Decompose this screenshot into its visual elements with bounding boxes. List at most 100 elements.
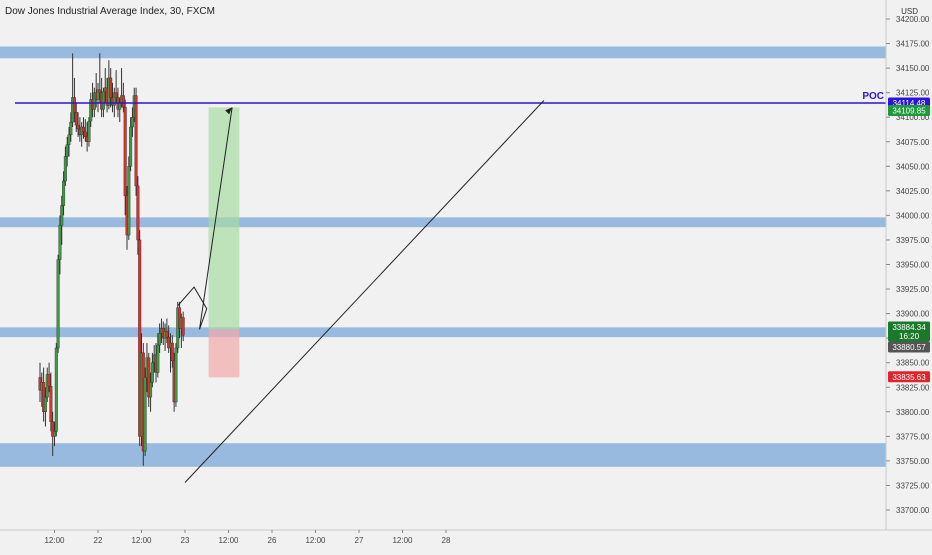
price-tick-label-7: 34025.00	[896, 187, 930, 196]
candle-body-70	[165, 331, 169, 338]
candle-body-20	[74, 112, 78, 126]
price-tick-label-17: 33775.00	[896, 432, 930, 441]
zone-2	[0, 327, 886, 338]
candle-body-28	[89, 99, 93, 122]
price-tick-label-20: 33700.00	[896, 506, 930, 515]
price-tag-1	[888, 105, 930, 117]
price-tick-label-6: 34050.00	[896, 162, 930, 171]
arrow-head-icon	[225, 107, 233, 115]
currency-label: USD	[901, 7, 918, 16]
price-tag-value-0: 34114.48	[893, 99, 926, 108]
candle-body-42	[114, 92, 118, 98]
candle-body-7	[51, 421, 55, 437]
candle-body-12	[60, 205, 64, 226]
candle-body-47	[123, 107, 127, 196]
price-tick-label-19: 33725.00	[896, 481, 930, 490]
zone-0	[0, 46, 886, 59]
price-tick-label-2: 34150.00	[896, 64, 930, 73]
price-tag-value-4: 33835.63	[892, 373, 926, 382]
time-tick-label-9: 28	[442, 536, 451, 545]
price-tick-label-10: 33950.00	[896, 261, 930, 270]
price-tick-label-18: 33750.00	[896, 457, 930, 466]
trendline[interactable]	[184, 100, 545, 483]
candle-body-62	[150, 362, 154, 383]
poc-label: POC	[862, 91, 884, 102]
candle-body-6	[49, 386, 53, 422]
candlestick-series	[38, 53, 185, 466]
time-tick-label-1: 22	[94, 536, 103, 545]
candle-body-33	[98, 89, 102, 93]
candle-body-53	[134, 95, 138, 187]
time-tick-label-7: 27	[355, 536, 364, 545]
candle-body-17	[69, 121, 73, 136]
candle-body-41	[112, 92, 116, 106]
candle-body-9	[54, 347, 58, 432]
price-tag-3	[888, 341, 930, 353]
price-tick-label-1: 34175.00	[896, 40, 930, 49]
candle-body-13	[62, 180, 66, 206]
target-zone[interactable]	[208, 107, 240, 330]
chart-title: Dow Jones Industrial Average Index, 30, …	[5, 6, 215, 17]
time-tick-label-2: 12:00	[131, 536, 152, 545]
candle-body-21	[76, 124, 80, 130]
stop-zone[interactable]	[208, 329, 240, 378]
candle-body-14	[63, 156, 67, 182]
candle-body-27	[87, 120, 91, 142]
candle-body-32	[96, 89, 100, 100]
support-resistance-zones	[0, 46, 886, 467]
trend-drawings[interactable]: POC	[15, 91, 886, 483]
candle-body-24	[81, 126, 85, 133]
candle-body-11	[58, 225, 62, 260]
price-tick-label-14: 33850.00	[896, 359, 930, 368]
candle-body-3	[43, 396, 47, 413]
candle-body-30	[92, 92, 96, 110]
long-position-tool[interactable]	[208, 107, 240, 378]
price-tag-2	[888, 321, 930, 342]
candle-body-79	[181, 317, 185, 336]
candle-body-50	[129, 126, 133, 167]
candle-body-25	[83, 131, 87, 138]
candle-body-46	[121, 95, 125, 108]
candle-body-5	[47, 374, 51, 387]
price-tag-value-1: 34109.85	[892, 107, 926, 116]
price-axis-background	[886, 0, 932, 530]
price-tick-label-4: 34100.00	[896, 113, 930, 122]
candle-body-39	[109, 77, 113, 98]
time-tick-label-0: 12:00	[44, 536, 65, 545]
candle-body-75	[174, 347, 178, 403]
time-axis[interactable]: 12:00 22 12:00 23 12:00 26 12:00 27 12:00 28	[0, 529, 932, 550]
price-tag-value-3: 33880.57	[892, 343, 926, 352]
price-tick-label-5: 34075.00	[896, 138, 930, 147]
zone-3	[0, 443, 886, 467]
candle-body-35	[101, 91, 105, 110]
candle-body-15	[65, 144, 69, 157]
time-tick-label-5: 26	[268, 536, 277, 545]
candle-body-49	[127, 166, 131, 236]
price-tick-label-0: 34200.00	[896, 15, 930, 24]
candle-body-16	[67, 134, 71, 145]
candle-body-71	[167, 336, 171, 349]
price-tick-label-11: 33925.00	[896, 285, 930, 294]
price-tick-label-15: 33825.00	[896, 383, 930, 392]
candle-body-8	[53, 431, 57, 437]
zone-1	[0, 217, 886, 228]
time-tick-label-4: 12:00	[218, 536, 239, 545]
time-tick-label-3: 23	[181, 536, 190, 545]
candle-body-66	[158, 333, 162, 346]
price-tick-label-9: 33975.00	[896, 236, 930, 245]
candle-body-58	[143, 377, 147, 452]
price-axis[interactable]: USD 34200.00 34175.00 34150.00 34125.00 3410…	[885, 0, 932, 530]
candle-body-10	[56, 259, 60, 349]
price-tick-label-3: 34125.00	[896, 89, 930, 98]
price-tick-label-16: 33800.00	[896, 408, 930, 417]
candle-body-55	[138, 239, 142, 437]
candle-body-60	[147, 357, 151, 398]
candle-body-73	[170, 342, 174, 361]
price-tick-label-12: 33900.00	[896, 310, 930, 319]
price-tag-value-2: 33884.34	[892, 323, 926, 332]
candle-body-51	[130, 116, 134, 128]
projection-path[interactable]	[177, 107, 233, 330]
price-tag-4	[888, 371, 930, 383]
